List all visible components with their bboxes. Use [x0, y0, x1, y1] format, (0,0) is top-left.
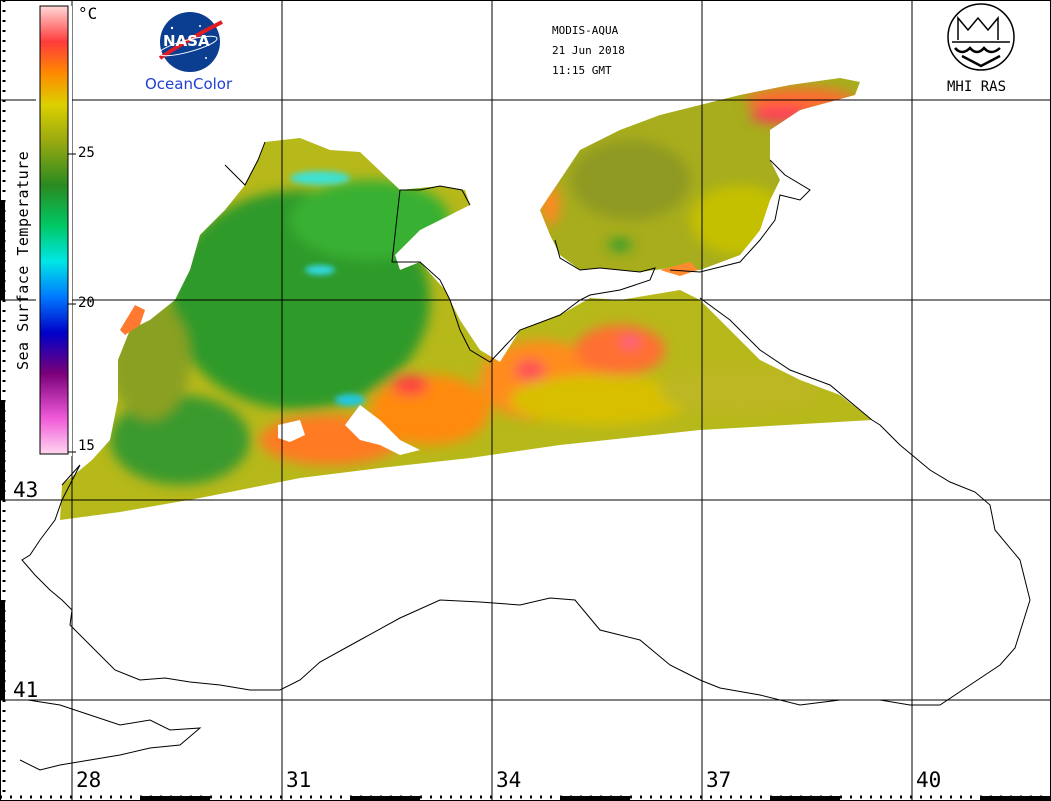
date-label: 21 Jun 2018	[552, 44, 625, 57]
colorbar-unit: °C	[78, 4, 98, 23]
lon-label-40: 40	[916, 768, 942, 792]
time-label: 11:15 GMT	[552, 64, 612, 77]
nasa-wordmark: NASA	[163, 32, 210, 50]
lat-label-43: 43	[13, 478, 39, 502]
lat-label-41: 41	[13, 678, 39, 702]
colorbar-tick-25: 25	[78, 145, 95, 161]
oceancolor-label: OceanColor	[145, 75, 233, 93]
lon-label-34: 34	[496, 768, 522, 792]
mhi-ras-logo	[947, 3, 1015, 71]
sst-coastal-patches	[120, 262, 698, 335]
sensor-label: MODIS-AQUA	[552, 24, 619, 37]
lon-label-31: 31	[286, 768, 312, 792]
colorbar-tick-20: 20	[78, 295, 95, 311]
coastline	[21, 419, 1031, 706]
nasa-logo	[158, 12, 223, 72]
border-thick-segments	[0, 200, 1050, 801]
colorbar-title: Sea Surface Temperature	[14, 150, 32, 370]
colorbar	[36, 5, 76, 456]
mhi-ras-label: MHI RAS	[947, 79, 1007, 95]
lon-label-28: 28	[76, 768, 102, 792]
lon-label-37: 37	[706, 768, 732, 792]
colorbar-tick-15: 15	[78, 438, 95, 454]
